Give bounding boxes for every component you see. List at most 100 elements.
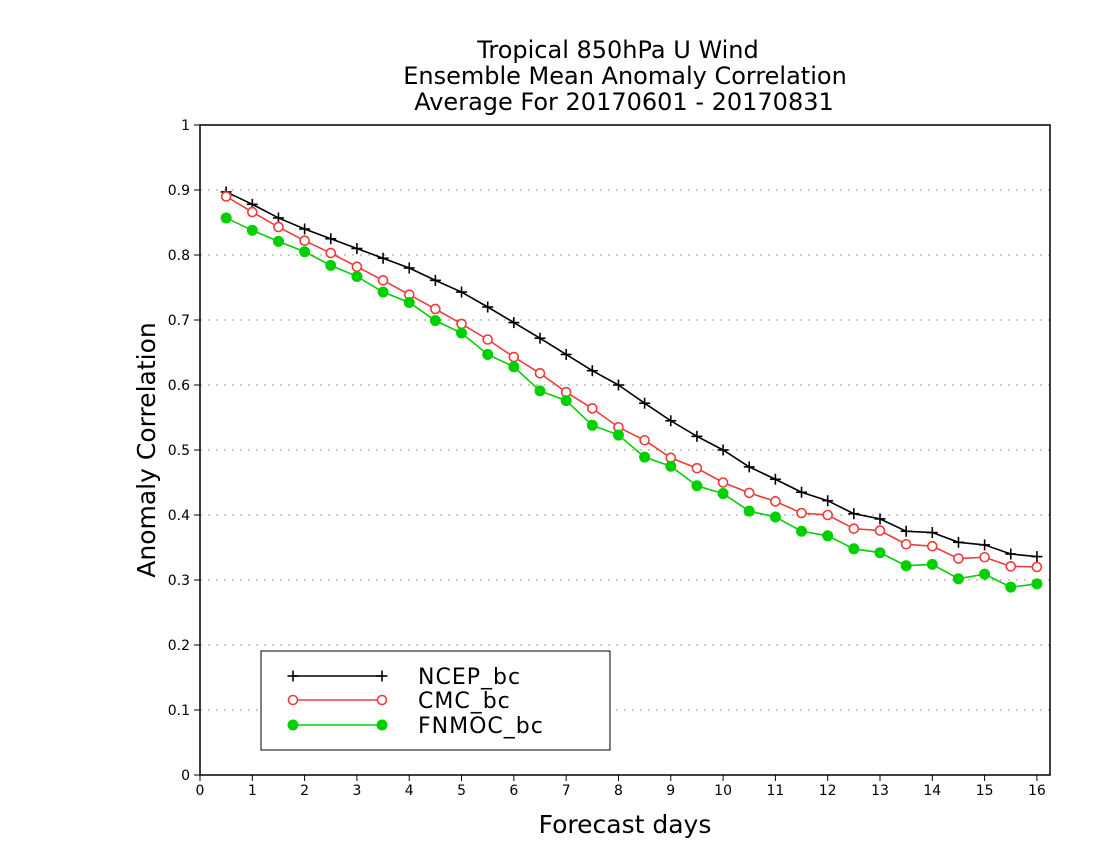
y-tick-label: 0.2 [168,638,190,654]
data-point [717,477,729,488]
x-tick-label: 1 [248,783,257,799]
data-point [1031,561,1043,573]
y-tick-label: 0.4 [168,508,190,524]
axis-ticks [194,124,1038,781]
legend-label: FNMOC_bc [418,714,544,739]
y-tick-label: 0.5 [168,443,190,459]
data-point [900,560,912,572]
series-line [225,195,1037,568]
data-point [743,461,755,473]
data-point [586,419,598,431]
data-point [979,568,991,580]
data-point [430,303,441,315]
x-tick-label: 5 [457,783,466,799]
x-tick-label: 2 [300,783,309,799]
legend-marker [287,670,299,682]
data-point [587,403,598,414]
y-tick-label: 0.1 [168,703,190,719]
data-point [508,351,520,363]
data-point [429,315,441,327]
x-tick-label: 10 [714,783,732,799]
x-tick-label: 14 [923,783,941,799]
y-tick-labels: 0 0.1 0.2 0.3 0.4 0.5 0.6 0.7 0.8 0.9 1 [168,118,190,784]
data-point [691,462,703,474]
data-point [560,348,572,360]
y-axis-label: Anomaly Correlation [132,322,161,577]
data-point [796,525,808,537]
data-point [979,539,991,551]
data-point [560,395,572,407]
data-point [769,511,781,523]
data-point [456,286,468,298]
y-tick-label: 0.8 [168,248,190,264]
data-point [639,397,651,409]
data-point [874,525,886,536]
data-point [822,509,833,521]
data-point [639,434,650,446]
data-point [272,212,284,224]
data-point [351,243,363,254]
data-point [952,536,964,548]
title-line-2: Ensemble Mean Anomaly Correlation [403,62,847,90]
legend-item: CMC_bc [287,689,511,714]
data-point [822,495,834,507]
data-point [403,296,415,308]
legend-label: CMC_bc [418,689,511,714]
data-point [351,270,363,282]
data-point [325,259,337,271]
x-tick-label: 11 [766,783,784,799]
data-point [665,415,677,427]
data-point [351,261,363,273]
data-point [220,191,232,202]
legend-marker [287,694,299,706]
data-point [456,318,467,330]
data-point [979,551,990,563]
legend-item: NCEP_bc [287,665,520,690]
x-tick-label: 15 [976,783,994,799]
x-tick-label: 6 [509,783,518,799]
data-point [377,252,389,264]
chart-title: Tropical 850hPa U Wind Ensemble Mean Ano… [403,36,847,116]
data-point [926,558,938,570]
data-point [586,365,598,377]
x-tick-label: 8 [614,783,623,799]
data-point [927,540,938,552]
data-point [325,233,337,245]
data-point [299,223,311,235]
x-tick-label: 9 [666,783,675,799]
data-point [691,480,703,492]
data-point [665,460,677,472]
data-point [926,527,938,539]
data-point [691,430,703,442]
data-point [299,235,310,246]
data-point [1005,548,1017,560]
series-line [225,191,1037,558]
data-point [273,221,284,233]
data-point [717,488,729,500]
data-point [612,379,624,391]
legend-marker [376,694,388,706]
data-point [848,523,860,534]
series-FNMOC_bc [220,212,1043,593]
data-point [953,553,964,564]
data-point [952,573,964,585]
data-point [639,451,651,463]
x-tick-label: 7 [562,783,571,799]
legend-item: FNMOC_bc [287,714,544,739]
data-point [1005,561,1017,572]
data-point [482,334,493,345]
x-tick-label: 13 [871,783,889,799]
x-tick-label: 16 [1028,783,1046,799]
title-line-1: Tropical 850hPa U Wind [476,36,759,64]
data-point [848,543,860,555]
data-point [874,513,886,525]
legend-marker [376,719,388,731]
data-point [377,275,389,286]
x-axis-label: Forecast days [539,810,712,839]
data-point [769,473,781,485]
data-point [377,286,389,298]
data-point [272,235,284,247]
data-point [848,508,860,520]
